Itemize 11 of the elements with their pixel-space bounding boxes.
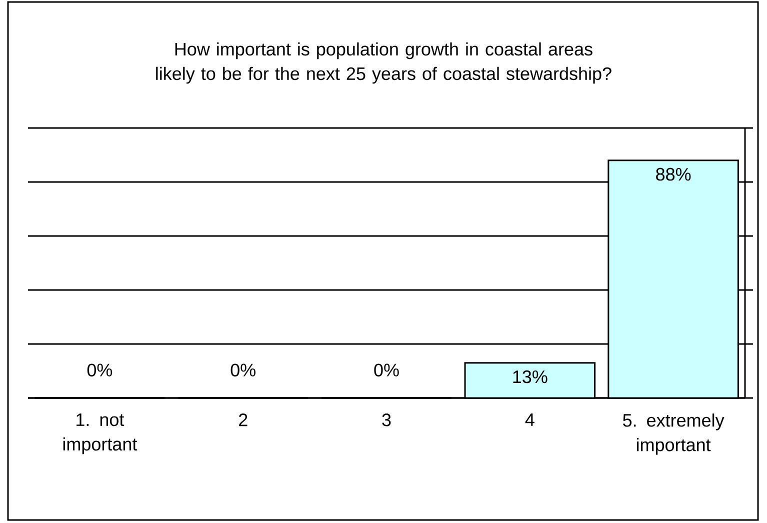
x-tick-label: 4	[525, 414, 534, 426]
x-tick-label: 5. extremely important	[623, 414, 724, 455]
x-tick-label: 1. not important	[63, 414, 138, 454]
data-label: 0%	[230, 364, 256, 376]
data-label: 0%	[87, 364, 112, 376]
x-tick-label: 2	[239, 414, 248, 426]
data-label: 13%	[513, 370, 548, 384]
data-label: 88%	[656, 168, 691, 181]
data-label: 0%	[374, 364, 399, 376]
chart-title: How important is population growth in coastal areas likely to be for the next 25 years of coastal stewardship?	[156, 42, 612, 84]
x-tick-label: 3	[382, 414, 391, 426]
